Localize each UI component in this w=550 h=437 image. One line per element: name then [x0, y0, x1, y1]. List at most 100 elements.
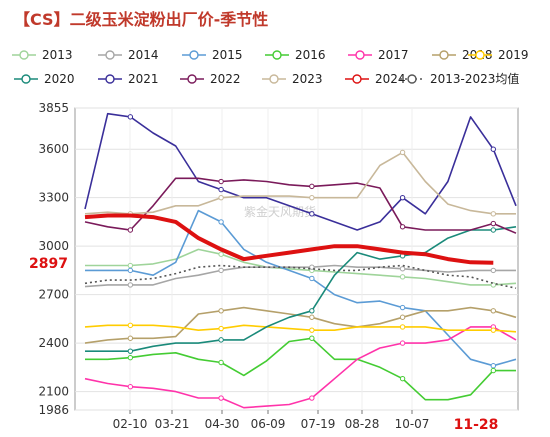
legend-item-2020: 2020: [14, 72, 75, 86]
series-line-2024: [84, 213, 494, 265]
legend-label: 2017: [378, 48, 409, 62]
series-marker-2019: [218, 325, 224, 332]
series-marker-2015: [127, 267, 134, 274]
y-tick-label: 3000: [38, 239, 69, 253]
series-marker-2015: [309, 275, 315, 282]
x-tick-label: 04-30: [205, 417, 240, 431]
series-marker-2019: [309, 327, 315, 333]
series-marker-2019: [399, 324, 406, 330]
series-marker-2022: [218, 178, 224, 185]
series-marker-2015: [218, 219, 224, 225]
series-marker-2022: [309, 183, 315, 190]
legend-label: 2013: [42, 48, 73, 62]
legend-swatch-marker: [105, 50, 115, 60]
x-tick-label: 03-21: [155, 417, 190, 431]
series-marker-2021: [399, 194, 406, 201]
legend-item-2014: 2014: [98, 48, 159, 62]
series-marker-2023: [399, 149, 406, 156]
series-marker-2020: [309, 308, 315, 314]
y-highlight-label: 2897: [29, 256, 68, 272]
series-marker-2016: [309, 335, 315, 341]
legend-label: 2021: [128, 72, 159, 86]
legend-item-2013-2023均值: 2013-2023均值: [400, 71, 519, 86]
legend-label: 2024: [375, 72, 406, 86]
legend-label: 2022: [210, 72, 241, 86]
series-marker-2016: [127, 354, 134, 361]
legend-swatch-marker: [187, 74, 197, 84]
legend-swatch-marker: [189, 50, 199, 60]
x-tick-label: 08-28: [345, 417, 380, 431]
legend-label: 2020: [44, 72, 75, 86]
series-marker-2017: [399, 340, 406, 346]
y-tick-label: 2400: [38, 336, 69, 350]
series-marker-2023: [218, 194, 224, 201]
series-marker-2016: [490, 367, 497, 374]
legend-item-2022: 2022: [180, 72, 241, 86]
legend: 2013201420152016201720182019202020212022…: [12, 48, 529, 86]
series-line-2021: [84, 112, 517, 231]
series-marker-2016: [399, 375, 406, 382]
y-tick-label: 3300: [38, 191, 69, 205]
series-marker-2021: [309, 211, 315, 217]
series-marker-2022: [490, 220, 497, 227]
legend-item-2013: 2013: [12, 48, 73, 62]
series-marker-2021: [127, 114, 134, 120]
legend-label: 2019: [498, 48, 529, 62]
legend-label: 2014: [128, 48, 159, 62]
y-tick-label: 3855: [38, 101, 69, 115]
legend-label: 2015: [212, 48, 243, 62]
series-line-2020: [85, 226, 517, 353]
legend-swatch-marker: [21, 74, 31, 84]
series-marker-2021: [218, 186, 224, 193]
legend-label: 2023: [292, 72, 323, 86]
series-marker-2014: [490, 267, 497, 274]
series-marker-2014: [309, 264, 315, 270]
legend-swatch-marker: [355, 50, 365, 60]
grid: 紫金天风期货: [74, 107, 519, 411]
legend-label: 2013-2023均值: [430, 71, 519, 86]
series-marker-2020: [127, 348, 134, 354]
series-marker-2019: [127, 322, 134, 329]
series-lines: [84, 112, 517, 409]
series-marker-2018: [399, 314, 406, 320]
chart-title: 【CS】二级玉米淀粉出厂价-季节性: [14, 10, 269, 29]
series-line-2017: [84, 326, 517, 409]
series-marker-2014: [218, 267, 224, 274]
legend-item-2024: 2024: [345, 72, 406, 86]
series-line-2018: [84, 306, 517, 344]
series-marker-2020: [218, 337, 224, 343]
legend-swatch-marker: [352, 74, 362, 84]
series-marker-2019: [490, 327, 497, 333]
legend-swatch-marker: [105, 74, 115, 84]
series-marker-2022: [127, 227, 134, 233]
legend-item-2015: 2015: [182, 48, 243, 62]
legend-label: 2016: [295, 48, 326, 62]
series-marker-2015: [490, 363, 497, 369]
watermark: 紫金天风期货: [244, 204, 316, 219]
series-line-2016: [85, 337, 516, 401]
legend-item-2021: 2021: [98, 72, 159, 86]
legend-swatch-marker: [269, 74, 279, 84]
legend-swatch-marker: [19, 50, 29, 60]
y-tick-label: 2100: [38, 385, 69, 399]
x-tick-label: 10-07: [395, 417, 430, 431]
series-marker-2014: [399, 266, 406, 272]
series-line-2013: [85, 248, 517, 286]
series-marker-2016: [218, 359, 224, 366]
y-tick-label: 3600: [38, 142, 69, 156]
series-line-2022: [84, 177, 517, 234]
y-tick-label: 1986: [38, 403, 69, 417]
series-marker-2013: [490, 282, 497, 288]
legend-swatch-marker: [475, 50, 485, 60]
legend-item-2023: 2023: [262, 72, 323, 86]
series-marker-2017: [309, 395, 315, 401]
series-marker-2013: [218, 251, 224, 257]
series-marker-2015: [399, 304, 406, 311]
x-highlight-label: 11-28: [454, 417, 499, 433]
series-marker-2018: [490, 308, 497, 314]
series-marker-2017: [218, 395, 224, 401]
series-marker-2013: [399, 274, 406, 280]
series-marker-2023: [309, 194, 315, 201]
x-tick-label: 02-10: [113, 417, 148, 431]
